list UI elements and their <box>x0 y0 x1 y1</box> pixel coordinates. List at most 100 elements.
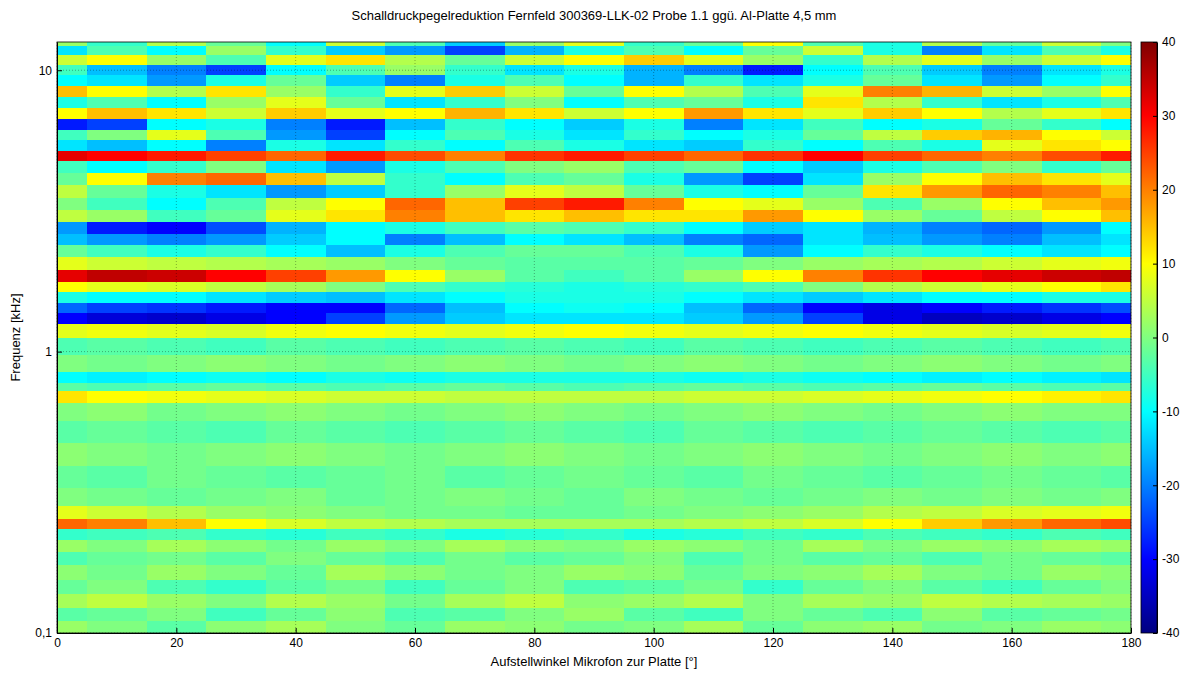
heatmap-cell <box>1042 292 1102 303</box>
heatmap-cell <box>1042 46 1102 54</box>
tick-mark <box>57 633 62 634</box>
heatmap-cell <box>922 292 982 303</box>
heatmap-cell <box>1101 198 1131 210</box>
heatmap-cell <box>1101 580 1131 595</box>
heatmap-cell <box>684 324 744 338</box>
heatmap-cell <box>982 46 1042 54</box>
tick-label: 20 <box>1162 183 1176 197</box>
heatmap-cell <box>1101 355 1131 372</box>
heatmap-cell <box>564 46 624 54</box>
heatmap-cell <box>445 55 505 65</box>
heatmap-cell <box>326 540 386 552</box>
heatmap-cell <box>326 519 386 529</box>
heatmap-cell <box>87 552 147 565</box>
heatmap-cell <box>803 608 863 621</box>
tick-label: 180 <box>1121 636 1141 650</box>
tick-label: 140 <box>883 636 903 650</box>
tick-mark <box>1153 338 1157 339</box>
tick-mark <box>1153 264 1157 265</box>
heatmap-cell <box>445 270 505 281</box>
heatmap-cell <box>1101 130 1131 140</box>
heatmap-cell <box>87 130 147 140</box>
tick-label: 160 <box>1002 636 1022 650</box>
tick-mark <box>654 628 655 633</box>
heatmap-cell <box>684 421 744 443</box>
heatmap-cell <box>1042 222 1102 234</box>
heatmap-cell <box>326 245 386 257</box>
heatmap-cell <box>445 140 505 151</box>
tick: 30 <box>1153 109 1176 123</box>
heatmap-cell <box>684 185 744 197</box>
heatmap-cell <box>385 580 445 595</box>
heatmap-cell <box>1042 86 1102 97</box>
heatmap-cell <box>57 608 87 621</box>
heatmap-cell <box>326 565 386 580</box>
heatmap-cell <box>57 443 87 465</box>
heatmap-cell <box>684 173 744 186</box>
heatmap-cell <box>982 421 1042 443</box>
heatmap-cell <box>684 222 744 234</box>
heatmap-cell <box>1042 234 1102 245</box>
heatmap-cell <box>564 421 624 443</box>
heatmap-cell <box>445 185 505 197</box>
heatmap-cell <box>206 151 266 161</box>
heatmap-cell <box>57 403 87 421</box>
heatmap-cell <box>803 108 863 119</box>
heatmap-cell <box>684 403 744 421</box>
heatmap-cell <box>803 140 863 151</box>
heatmap-cell <box>803 185 863 197</box>
heatmap-cell <box>684 608 744 621</box>
heatmap-cell <box>206 421 266 443</box>
heatmap-cell <box>445 565 505 580</box>
heatmap-cell <box>743 46 803 54</box>
grid-line <box>57 70 1131 71</box>
y-axis-title: Frequenz [kHz] <box>8 293 23 381</box>
tick-mark <box>57 352 62 353</box>
heatmap-cell <box>1042 529 1102 540</box>
heatmap-cell <box>147 303 207 313</box>
heatmap-cell <box>684 65 744 75</box>
heatmap-cell <box>57 552 87 565</box>
heatmap-cell <box>445 245 505 257</box>
heatmap-cell <box>445 151 505 161</box>
tick: 120 <box>763 628 783 650</box>
heatmap-cell <box>266 580 326 595</box>
heatmap-cell <box>206 130 266 140</box>
heatmap-cell <box>57 565 87 580</box>
heatmap-cell <box>445 383 505 391</box>
heatmap-cell <box>445 488 505 507</box>
heatmap-cell <box>87 529 147 540</box>
heatmap-cell <box>57 42 87 46</box>
tick-mark <box>892 628 893 633</box>
heatmap-cell <box>803 151 863 161</box>
heatmap-cell <box>863 608 923 621</box>
tick-label: 0 <box>54 636 61 650</box>
heatmap-cell <box>803 324 863 338</box>
heatmap-cell <box>684 519 744 529</box>
heatmap-cell <box>684 151 744 161</box>
heatmap-cell <box>1042 161 1102 173</box>
heatmap-cell <box>445 621 505 632</box>
heatmap-cell <box>624 580 684 595</box>
heatmap-cell <box>445 46 505 54</box>
heatmap-cell <box>326 608 386 621</box>
heatmap-cell <box>206 303 266 313</box>
heatmap-cell <box>684 506 744 518</box>
heatmap-cell <box>922 313 982 323</box>
heatmap-cell <box>57 466 87 488</box>
heatmap-cell <box>743 488 803 507</box>
heatmap-cell <box>87 621 147 632</box>
heatmap-cell <box>1101 173 1131 186</box>
heatmap-cell <box>564 119 624 129</box>
heatmap-cell <box>1101 46 1131 54</box>
heatmap-cell <box>87 140 147 151</box>
heatmap-cell <box>922 234 982 245</box>
heatmap-cell <box>803 443 863 465</box>
tick-mark <box>57 70 62 71</box>
heatmap-cell <box>326 292 386 303</box>
grid-line <box>176 42 177 633</box>
heatmap-cell <box>564 292 624 303</box>
heatmap-cell <box>445 355 505 372</box>
heatmap-cell <box>326 75 386 86</box>
heatmap-cell <box>505 488 565 507</box>
